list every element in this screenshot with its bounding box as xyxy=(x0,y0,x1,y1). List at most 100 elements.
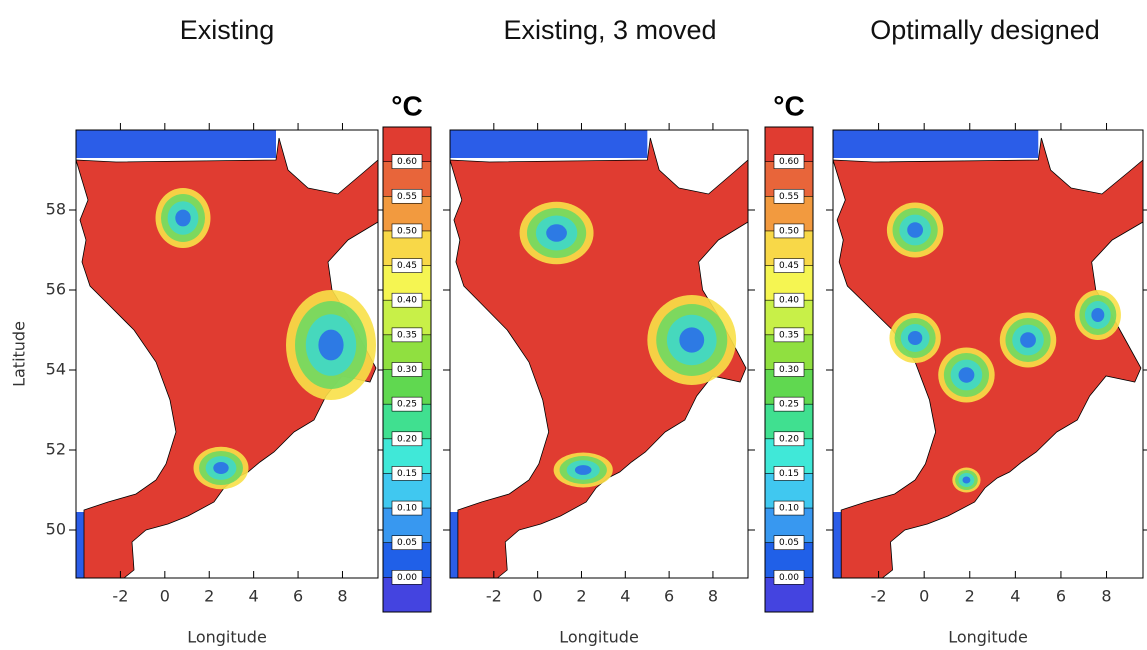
colorbar-label-box xyxy=(391,223,423,239)
x-tick-label: 6 xyxy=(664,587,674,606)
x-tick-label: 2 xyxy=(576,587,586,606)
map xyxy=(449,130,749,579)
colorbar-label-box xyxy=(391,466,423,481)
error-region xyxy=(318,329,344,361)
x-tick-label: 4 xyxy=(1010,587,1020,606)
colorbar-label-box xyxy=(773,396,805,412)
x-axis-label: Longitude xyxy=(948,628,1028,647)
open-boundary xyxy=(76,130,276,158)
x-tick-label: 8 xyxy=(1101,587,1111,606)
error-region xyxy=(679,327,705,353)
colorbar-label: 0.10 xyxy=(397,504,417,514)
error-region xyxy=(907,222,924,238)
colorbar-label: 0.20 xyxy=(397,434,417,444)
frame xyxy=(75,129,379,579)
colorbar-label-box xyxy=(773,188,805,204)
colorbar-label-box xyxy=(391,396,423,412)
colorbar-label-box xyxy=(391,188,423,204)
colorbar-label-box xyxy=(773,154,805,169)
colorbar-label: 0.40 xyxy=(397,296,417,306)
colorbar-label: 0.55 xyxy=(397,192,417,202)
error-region xyxy=(1091,308,1105,322)
map xyxy=(832,130,1144,579)
x-tick-label: 0 xyxy=(160,587,170,606)
open-boundary xyxy=(450,130,648,158)
colorbar-label: 0.35 xyxy=(397,330,417,340)
colorbar-title: °C xyxy=(391,90,422,121)
colorbar-label: 0.30 xyxy=(397,365,417,375)
x-tick-label: 4 xyxy=(249,587,259,606)
colorbar-label: 0.60 xyxy=(397,157,417,167)
colorbar-label: 0.05 xyxy=(397,538,417,548)
panel-title: Optimally designed xyxy=(870,15,1100,45)
colorbar-label: 0.45 xyxy=(397,261,417,271)
open-boundary xyxy=(833,512,842,578)
error-region xyxy=(574,465,592,475)
colorbar-label: 0.20 xyxy=(779,434,799,444)
colorbar-label: 0.40 xyxy=(779,296,799,306)
colorbar-label-box xyxy=(391,431,423,447)
colorbar-label-box xyxy=(773,362,805,377)
y-tick-label: 54 xyxy=(46,360,66,379)
x-tick-label: 8 xyxy=(337,587,347,606)
colorbar-label-box xyxy=(391,500,423,516)
colorbar-label-box xyxy=(773,431,805,447)
y-tick-label: 52 xyxy=(46,440,66,459)
colorbar-label: 0.15 xyxy=(779,469,799,479)
colorbar-label-box xyxy=(391,258,423,273)
x-tick-label: 6 xyxy=(293,587,303,606)
error-region xyxy=(546,224,567,242)
colorbar-label-box xyxy=(773,500,805,516)
panel-title: Existing, 3 moved xyxy=(503,15,716,45)
colorbar-label: 0.15 xyxy=(397,469,417,479)
colorbar-label-box xyxy=(773,258,805,273)
x-axis-label: Longitude xyxy=(559,628,639,647)
colorbar-label: 0.25 xyxy=(397,400,417,410)
x-tick-label: 0 xyxy=(533,587,543,606)
colorbar-label: 0.00 xyxy=(397,573,417,583)
error-region xyxy=(907,331,923,345)
colorbar-label: 0.45 xyxy=(779,261,799,271)
colorbar-label: 0.10 xyxy=(779,504,799,514)
open-boundary xyxy=(450,512,458,578)
colorbar-label-box xyxy=(391,362,423,377)
error-region xyxy=(1020,332,1036,348)
open-boundary xyxy=(833,130,1039,158)
colorbar-label-box xyxy=(773,535,805,551)
x-tick-label: 6 xyxy=(1056,587,1066,606)
x-tick-label: 2 xyxy=(204,587,214,606)
error-region xyxy=(213,462,229,474)
map xyxy=(75,130,379,579)
error-region xyxy=(175,209,191,227)
colorbar-label-box xyxy=(391,327,423,343)
colorbar-label-box xyxy=(391,154,423,169)
x-tick-label: 0 xyxy=(919,587,929,606)
colorbar-label-box xyxy=(773,327,805,343)
colorbar-label-box xyxy=(391,570,423,585)
colorbar-label: 0.05 xyxy=(779,538,799,548)
y-tick-label: 58 xyxy=(46,200,66,219)
y-tick-label: 50 xyxy=(46,520,66,539)
frame xyxy=(449,129,749,579)
x-tick-label: 8 xyxy=(708,587,718,606)
colorbar-label: 0.55 xyxy=(779,192,799,202)
colorbar-label: 0.25 xyxy=(779,400,799,410)
panel-title: Existing xyxy=(180,15,275,45)
colorbar-label: 0.00 xyxy=(779,573,799,583)
colorbar-label-box xyxy=(773,292,805,308)
y-axis-label: Latitude xyxy=(10,321,29,387)
colorbar-label: 0.30 xyxy=(779,365,799,375)
open-boundary xyxy=(76,512,84,578)
colorbar-label-box xyxy=(773,466,805,481)
error-region xyxy=(962,476,971,484)
colorbar-label-box xyxy=(773,223,805,239)
y-tick-label: 56 xyxy=(46,280,66,299)
colorbar-label: 0.60 xyxy=(779,157,799,167)
x-tick-label: 2 xyxy=(965,587,975,606)
colorbar-label: 0.50 xyxy=(397,226,417,236)
colorbar-label-box xyxy=(391,292,423,308)
x-tick-label: -2 xyxy=(871,587,887,606)
x-tick-label: 4 xyxy=(620,587,630,606)
x-tick-label: -2 xyxy=(112,587,128,606)
